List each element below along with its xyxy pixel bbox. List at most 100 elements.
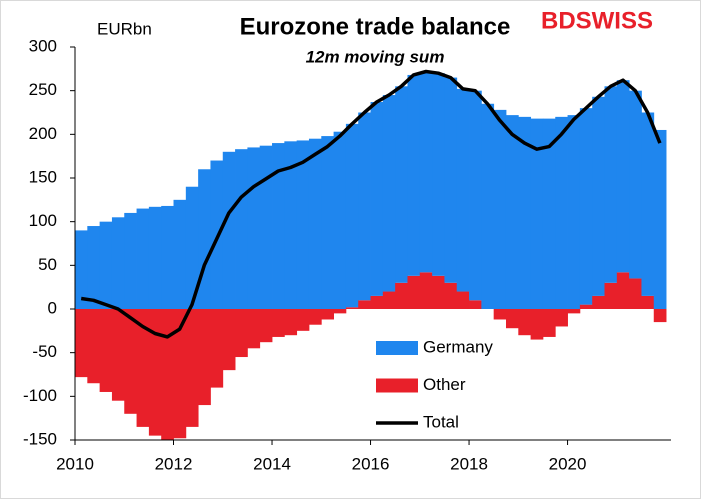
bar-other: [345, 307, 359, 309]
bar-other: [235, 309, 248, 358]
bar-germany: [321, 136, 334, 309]
bar-other: [579, 304, 593, 309]
bar-germany: [370, 102, 384, 296]
bar-germany: [308, 138, 322, 309]
bar-other: [222, 309, 236, 371]
bar-other: [395, 282, 408, 309]
bar-germany: [75, 230, 88, 309]
y-tick-label: 150: [29, 167, 57, 186]
bar-germany: [629, 90, 642, 279]
bar-germany: [124, 212, 137, 309]
bar-other: [333, 309, 347, 314]
bar-other: [382, 291, 396, 309]
bar-other: [210, 309, 224, 388]
bar-other: [641, 295, 655, 309]
bar-other: [370, 295, 384, 309]
bar-germany: [530, 118, 544, 309]
bar-germany: [493, 109, 507, 309]
bar-other: [469, 300, 482, 309]
bar-other: [99, 309, 113, 392]
total-line: [80, 69, 662, 339]
bar-other: [567, 309, 581, 314]
bar-germany: [358, 112, 371, 301]
bar-other: [161, 309, 174, 440]
bar-germany: [579, 108, 593, 305]
legend-label: Total: [423, 412, 459, 431]
y-tick-label: -150: [23, 429, 57, 448]
bar-other: [321, 309, 334, 320]
bar-germany: [407, 74, 421, 276]
bar-germany: [542, 118, 556, 309]
bar-other: [173, 309, 187, 439]
legend-swatch: [376, 341, 418, 355]
bar-other: [604, 282, 618, 309]
bar-germany: [382, 95, 396, 292]
bar-germany: [284, 141, 298, 309]
bar-germany: [444, 77, 458, 283]
bar-germany: [604, 86, 618, 283]
y-tick-label: 200: [29, 124, 57, 143]
bar-germany: [87, 226, 101, 309]
bar-germany: [222, 151, 236, 309]
bar-other: [247, 309, 261, 349]
bar-germany: [111, 217, 125, 309]
bar-other: [308, 309, 322, 325]
x-tick-label: 2016: [352, 454, 390, 473]
bar-germany: [555, 116, 568, 309]
bar-other: [456, 291, 470, 309]
bar-germany: [198, 169, 211, 309]
bar-other: [358, 300, 371, 309]
bar-other: [629, 278, 642, 309]
bar-other: [653, 309, 667, 323]
y-tick-label: -100: [23, 386, 57, 405]
logo: BDSWISS: [541, 7, 653, 34]
y-tick-label: -50: [32, 342, 57, 361]
bar-germany: [456, 88, 470, 292]
bar-other: [185, 309, 199, 427]
bar-other: [87, 309, 101, 384]
y-tick-label: 100: [29, 211, 57, 230]
bar-other: [555, 309, 568, 327]
bar-germany: [173, 199, 187, 309]
bar-other: [111, 309, 125, 401]
bar-other: [148, 309, 162, 436]
bar-other: [124, 309, 137, 414]
bar-other: [272, 309, 285, 337]
bar-germany: [247, 147, 261, 309]
bar-germany: [419, 71, 433, 273]
bar-other: [505, 309, 519, 329]
bar-germany: [296, 140, 310, 309]
x-tick-label: 2020: [549, 454, 587, 473]
bar-other: [419, 272, 433, 309]
bar-other: [259, 309, 273, 343]
bar-germany: [481, 103, 495, 310]
bar-other: [493, 309, 507, 320]
bar-other: [518, 309, 532, 336]
bar-other: [75, 309, 88, 378]
bar-germany: [272, 143, 285, 309]
bar-other: [284, 309, 298, 336]
x-tick-label: 2010: [56, 454, 94, 473]
legend-label: Other: [423, 375, 466, 394]
bar-germany: [185, 186, 199, 309]
bar-germany: [616, 80, 630, 273]
bar-germany: [567, 115, 581, 310]
bar-germany: [333, 131, 347, 309]
bar-germany: [518, 116, 532, 309]
bar-germany: [469, 90, 482, 301]
bar-germany: [505, 115, 519, 310]
bar-other: [592, 295, 605, 309]
bar-other: [444, 282, 458, 309]
y-axis-label: EURbn: [97, 19, 152, 38]
bar-germany: [99, 221, 113, 309]
chart-subtitle: 12m moving sum: [306, 47, 445, 66]
bar-germany: [136, 208, 150, 309]
x-tick-label: 2014: [253, 454, 291, 473]
x-tick-label: 2012: [155, 454, 193, 473]
bar-germany: [161, 205, 174, 309]
bar-germany: [235, 149, 248, 309]
legend-swatch: [376, 378, 418, 393]
bar-germany: [259, 145, 273, 309]
bar-other: [542, 309, 556, 337]
